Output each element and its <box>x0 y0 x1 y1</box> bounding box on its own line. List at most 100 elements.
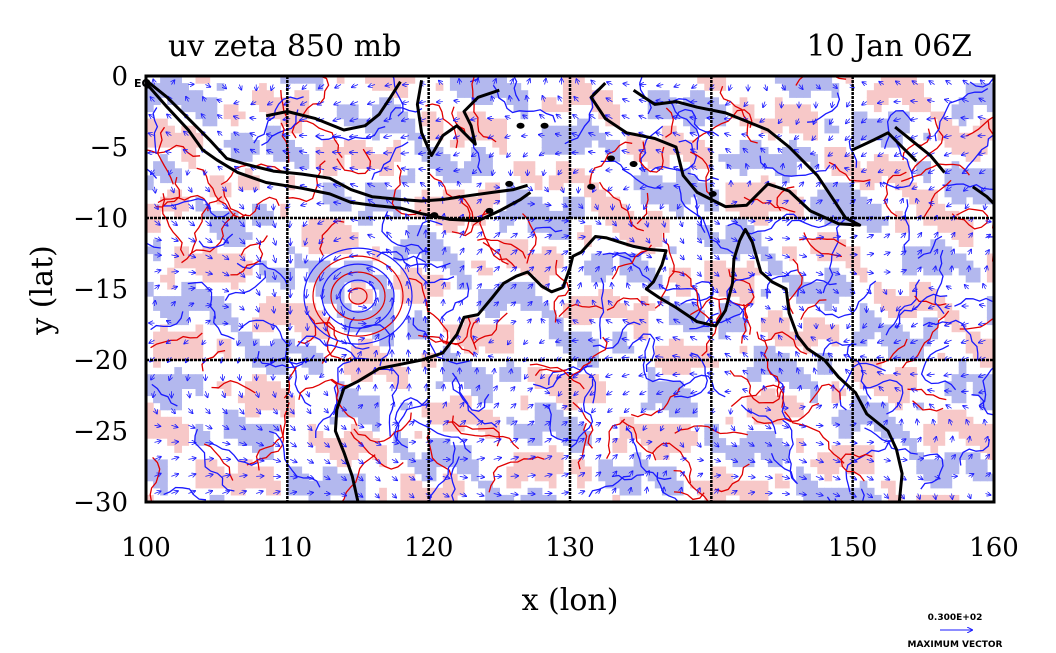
vorticity-cell <box>534 487 543 496</box>
wind-vector <box>324 323 326 330</box>
wind-vector <box>358 352 361 358</box>
vorticity-cell <box>237 416 246 425</box>
vorticity-cell <box>619 466 628 475</box>
vorticity-cell <box>598 210 606 219</box>
vorticity-cell <box>824 274 833 283</box>
vorticity-cell <box>541 210 550 219</box>
vorticity-cell <box>824 253 833 262</box>
vorticity-cell <box>520 289 529 297</box>
vorticity-cell <box>577 338 585 347</box>
wind-vector <box>256 391 259 397</box>
vorticity-cell <box>598 303 606 311</box>
vorticity-cell <box>237 274 246 283</box>
vorticity-cell <box>195 253 204 262</box>
vorticity-cell <box>513 431 522 439</box>
vorticity-cell <box>676 196 684 205</box>
vorticity-cell <box>633 139 642 148</box>
vorticity-cell <box>732 324 741 333</box>
vorticity-cell <box>308 260 317 269</box>
vorticity-cell <box>852 246 861 255</box>
vorticity-cell <box>951 189 960 198</box>
vorticity-cell <box>683 274 691 283</box>
vorticity-cell <box>379 331 387 340</box>
vorticity-cell <box>902 111 910 120</box>
vorticity-cell <box>237 466 246 475</box>
vorticity-cell <box>527 161 536 169</box>
wind-vector <box>272 442 279 446</box>
vorticity-cell <box>273 360 281 368</box>
vorticity-cell <box>803 381 811 389</box>
vorticity-cell <box>661 154 670 162</box>
vorticity-cell <box>343 303 352 311</box>
vorticity-cell <box>499 289 507 297</box>
vorticity-cell <box>153 168 161 176</box>
vorticity-cell <box>831 232 840 240</box>
vorticity-cell <box>873 203 882 212</box>
vorticity-cell <box>965 111 974 120</box>
vorticity-contour <box>394 397 430 449</box>
vorticity-cell <box>647 154 656 162</box>
vorticity-cell <box>555 225 564 233</box>
vorticity-cell <box>845 423 854 432</box>
vorticity-cell <box>845 289 854 297</box>
vorticity-cell <box>718 438 727 446</box>
vorticity-cell <box>697 225 705 233</box>
vorticity-cell <box>153 338 161 347</box>
vorticity-cell <box>902 310 910 318</box>
vorticity-cell <box>916 246 924 255</box>
vorticity-cell <box>880 431 889 439</box>
vorticity-cell <box>442 225 451 233</box>
vorticity-cell <box>767 118 776 127</box>
wind-vector <box>317 102 325 105</box>
vorticity-cell <box>725 480 734 489</box>
vorticity-cell <box>513 473 522 482</box>
vorticity-cell <box>760 189 769 198</box>
vorticity-cell <box>789 289 797 297</box>
vorticity-cell <box>859 445 868 453</box>
vorticity-cell <box>972 125 981 134</box>
wind-vector <box>307 408 311 413</box>
vorticity-cell <box>153 416 161 425</box>
vorticity-cell <box>336 232 345 240</box>
vorticity-cell <box>252 466 260 475</box>
vorticity-cell <box>570 196 578 205</box>
vorticity-cell <box>421 225 430 233</box>
vorticity-cell <box>464 210 472 219</box>
vorticity-cell <box>492 125 500 134</box>
vorticity-cell <box>386 83 394 91</box>
vorticity-cell <box>937 246 946 255</box>
vorticity-cell <box>789 139 797 148</box>
vorticity-cell <box>195 338 204 347</box>
vorticity-cell <box>153 83 161 91</box>
vorticity-cell <box>909 246 917 255</box>
vorticity-cell <box>626 274 635 283</box>
wind-vector <box>188 318 189 324</box>
vorticity-cell <box>838 494 847 502</box>
vorticity-cell <box>859 111 868 120</box>
vorticity-cell <box>435 494 444 502</box>
vorticity-cell <box>435 274 444 283</box>
vorticity-cell <box>676 345 684 354</box>
vorticity-cell <box>626 345 635 354</box>
vorticity-cell <box>358 352 366 361</box>
vorticity-cell <box>442 218 451 226</box>
vorticity-cell <box>852 125 861 134</box>
vorticity-cell <box>223 352 232 361</box>
vorticity-cell <box>739 324 748 333</box>
wind-vector <box>239 459 247 460</box>
vorticity-cell <box>456 416 465 425</box>
vorticity-cell <box>944 260 953 269</box>
vorticity-cell <box>972 267 981 276</box>
vorticity-cell <box>831 388 840 397</box>
vorticity-cell <box>845 218 854 226</box>
vorticity-cell <box>718 246 727 255</box>
vorticity-cell <box>195 480 204 489</box>
vorticity-cell <box>810 161 818 169</box>
vorticity-cell <box>400 480 409 489</box>
vorticity-cell <box>499 132 507 141</box>
vorticity-cell <box>760 409 769 418</box>
vorticity-cell <box>209 104 218 113</box>
vorticity-cell <box>732 281 741 290</box>
vorticity-cell <box>916 203 924 212</box>
vorticity-cell <box>986 473 994 482</box>
